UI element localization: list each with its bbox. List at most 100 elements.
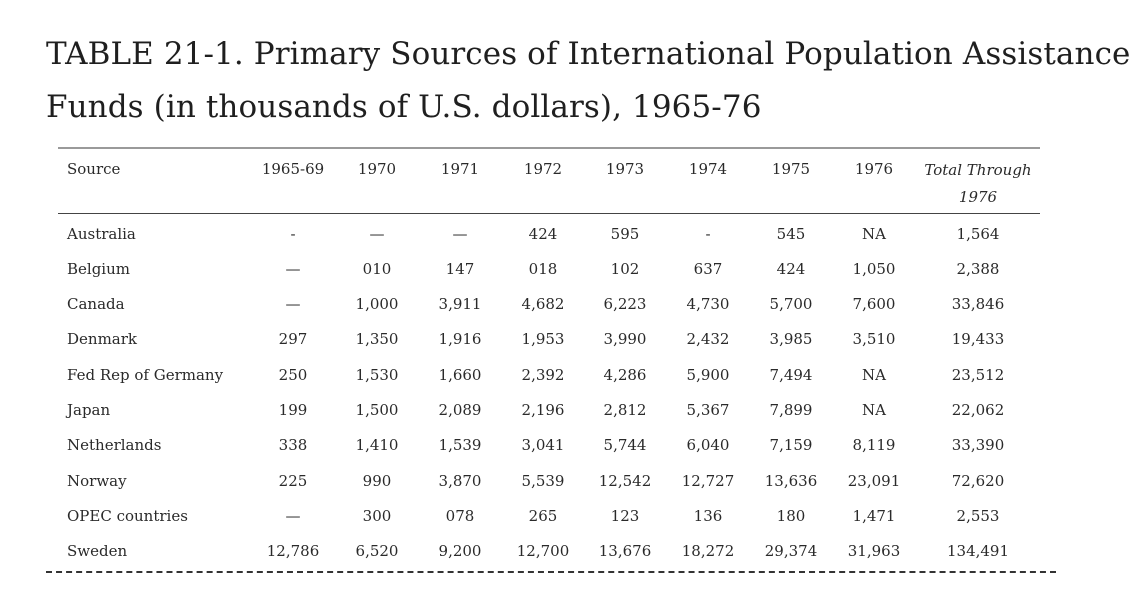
table-cell: 4,730 bbox=[686, 295, 730, 313]
table-cell: 595 bbox=[610, 225, 640, 243]
table-cell: 199 bbox=[278, 401, 308, 419]
table-cell: 1,000 bbox=[355, 295, 399, 313]
table-cell: 3,990 bbox=[603, 330, 647, 348]
table-cell: 1,660 bbox=[438, 366, 482, 384]
table-cell: 5,744 bbox=[603, 436, 647, 454]
table-cell: 12,786 bbox=[266, 542, 320, 560]
table-cell-total: 23,512 bbox=[951, 366, 1005, 384]
table-cell: 7,159 bbox=[769, 436, 813, 454]
table-cell: NA bbox=[862, 225, 886, 243]
table-cell: 147 bbox=[445, 260, 475, 278]
table-title: TABLE 21-1. Primary Sources of Internati… bbox=[46, 28, 1131, 134]
header-year-1970: 1970 bbox=[357, 160, 397, 178]
table-cell-total: 33,846 bbox=[951, 295, 1005, 313]
table-cell: 265 bbox=[528, 507, 558, 525]
table-cell-total: 22,062 bbox=[951, 401, 1005, 419]
header-year-1975: 1975 bbox=[771, 160, 811, 178]
header-total: Total Through 1976 bbox=[924, 157, 1031, 211]
row-source-label: Norway bbox=[67, 472, 127, 490]
header-year-1973: 1973 bbox=[605, 160, 645, 178]
row-source-label: Japan bbox=[67, 401, 111, 419]
table-cell: 7,600 bbox=[852, 295, 896, 313]
row-source-label: Netherlands bbox=[67, 436, 162, 454]
table-cell: 3,041 bbox=[521, 436, 565, 454]
table-cell: 8,119 bbox=[852, 436, 896, 454]
table-cell: 29,374 bbox=[764, 542, 818, 560]
table-cell: 23,091 bbox=[847, 472, 901, 490]
table-cell: 990 bbox=[362, 472, 392, 490]
table-cell: 2,392 bbox=[521, 366, 565, 384]
table-cell: 2,089 bbox=[438, 401, 482, 419]
table-cell: 2,812 bbox=[603, 401, 647, 419]
table-cell-total: 33,390 bbox=[951, 436, 1005, 454]
table-cell: 5,367 bbox=[686, 401, 730, 419]
table-cell: 13,636 bbox=[764, 472, 818, 490]
table-cell: 338 bbox=[278, 436, 308, 454]
table-cell: 5,539 bbox=[521, 472, 565, 490]
table-cell: 1,050 bbox=[852, 260, 896, 278]
table-cell: 3,911 bbox=[438, 295, 482, 313]
table-cell: 3,870 bbox=[438, 472, 482, 490]
table-cell: 3,985 bbox=[769, 330, 813, 348]
table-cell: 300 bbox=[362, 507, 392, 525]
table-cell: — bbox=[285, 295, 301, 313]
table-cell: — bbox=[452, 225, 468, 243]
table-cell: 1,530 bbox=[355, 366, 399, 384]
header-year-1974: 1974 bbox=[688, 160, 728, 178]
table-cell: - bbox=[705, 225, 711, 243]
table-cell: NA bbox=[862, 366, 886, 384]
table-cell: 6,223 bbox=[603, 295, 647, 313]
title-line-1: TABLE 21-1. Primary Sources of Internati… bbox=[46, 36, 1131, 72]
table-cell-total: 72,620 bbox=[951, 472, 1005, 490]
table-cell-total: 2,388 bbox=[956, 260, 1000, 278]
table-cell: 5,700 bbox=[769, 295, 813, 313]
row-source-label: Belgium bbox=[67, 260, 130, 278]
table-cell: 1,953 bbox=[521, 330, 565, 348]
table-cell: 1,350 bbox=[355, 330, 399, 348]
table-cell-total: 134,491 bbox=[946, 542, 1010, 560]
header-year-1976: 1976 bbox=[854, 160, 894, 178]
table-cell-total: 2,553 bbox=[956, 507, 1000, 525]
header-year-1971: 1971 bbox=[440, 160, 480, 178]
table-cell: 1,471 bbox=[852, 507, 896, 525]
table-cell: 9,200 bbox=[438, 542, 482, 560]
header-source: Source bbox=[67, 160, 121, 178]
table-cell: 424 bbox=[776, 260, 806, 278]
table-cell: 250 bbox=[278, 366, 308, 384]
table-cell: 424 bbox=[528, 225, 558, 243]
table-cell: — bbox=[369, 225, 385, 243]
table-cell: 1,500 bbox=[355, 401, 399, 419]
table-top-rule bbox=[58, 147, 1040, 149]
table-cell: 123 bbox=[610, 507, 640, 525]
title-line-2: Funds (in thousands of U.S. dollars), 19… bbox=[46, 89, 762, 125]
table-cell-total: 1,564 bbox=[956, 225, 1000, 243]
table-cell: 1,539 bbox=[438, 436, 482, 454]
table-bottom-rule bbox=[46, 571, 1056, 573]
table-cell: 637 bbox=[693, 260, 723, 278]
row-source-label: Denmark bbox=[67, 330, 137, 348]
row-source-label: Fed Rep of Germany bbox=[67, 366, 224, 384]
table-cell: 180 bbox=[776, 507, 806, 525]
table-cell: 13,676 bbox=[598, 542, 652, 560]
table-cell: 225 bbox=[278, 472, 308, 490]
table-cell: 7,494 bbox=[769, 366, 813, 384]
table-cell: — bbox=[285, 260, 301, 278]
table-cell: 12,700 bbox=[516, 542, 570, 560]
table-cell: 31,963 bbox=[847, 542, 901, 560]
table-cell: — bbox=[285, 507, 301, 525]
table-cell: 136 bbox=[693, 507, 723, 525]
header-total-line-1: Total Through bbox=[924, 161, 1032, 179]
table-cell: 12,542 bbox=[598, 472, 652, 490]
table-cell: 102 bbox=[610, 260, 640, 278]
table-cell: 1,410 bbox=[355, 436, 399, 454]
table-cell: 4,682 bbox=[521, 295, 565, 313]
table-cell: NA bbox=[862, 401, 886, 419]
table-cell: 1,916 bbox=[438, 330, 482, 348]
table-cell: 6,520 bbox=[355, 542, 399, 560]
row-source-label: OPEC countries bbox=[67, 507, 188, 525]
table-cell: 6,040 bbox=[686, 436, 730, 454]
table-cell: 5,900 bbox=[686, 366, 730, 384]
header-year-1965-69: 1965-69 bbox=[261, 160, 325, 178]
header-total-line-2: 1976 bbox=[958, 188, 998, 206]
table-header-rule bbox=[58, 213, 1040, 214]
